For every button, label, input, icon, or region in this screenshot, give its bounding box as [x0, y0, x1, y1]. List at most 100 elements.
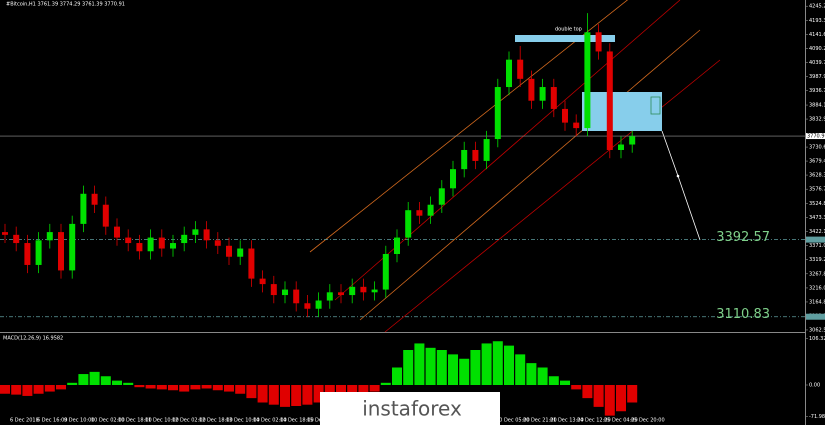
candle-body [360, 286, 367, 293]
candle-body [91, 193, 98, 205]
macd-bar [414, 343, 425, 385]
macd-bar [448, 354, 458, 385]
candle-body [573, 122, 580, 129]
y-tick-label: 3164.80 [809, 299, 825, 305]
macd-bar [515, 354, 526, 385]
y-tick-label: 3371.00 [809, 243, 825, 249]
x-tick-label: 11 Dec 10:00 [145, 418, 179, 424]
macd-bar [112, 380, 122, 385]
candle-body [618, 144, 624, 150]
candle-body [147, 237, 154, 252]
y-tick-label: 3576.70 [809, 187, 825, 193]
candle-body [13, 234, 20, 244]
macd-bar [336, 385, 346, 399]
x-tick-label: 20 Dec 05:00 [496, 418, 530, 424]
candle-body [338, 292, 344, 296]
macd-bar [593, 385, 604, 407]
macd-bar [89, 371, 100, 385]
level-axis-box [806, 236, 825, 243]
macd-bar [403, 350, 414, 385]
projection-point [676, 174, 680, 178]
level-axis-box [806, 313, 825, 320]
x-tick-label: 24 Dec 12:00 [577, 418, 611, 424]
macd-bar [44, 385, 55, 392]
candle-body [2, 232, 8, 235]
candle-body [304, 303, 311, 309]
x-tick-label: 12 Dec 18:00 [199, 418, 233, 424]
y-tick-label: 3319.20 [809, 257, 825, 263]
x-tick-label: 25 Dec 04:00 [604, 418, 638, 424]
macd-bar [582, 385, 593, 399]
x-tick-label: 14 Dec 18:00 [280, 418, 314, 424]
y-tick-label: 3730.60 [809, 145, 825, 151]
y-tick-label: 3473.30 [809, 215, 825, 221]
y-tick-label: 3216.00 [809, 285, 825, 291]
candle-body [181, 234, 188, 244]
macd-bar [571, 385, 582, 390]
y-tick-label: 3679.45 [809, 159, 825, 165]
candle-body [405, 210, 412, 238]
y-tick-label: 4039.75 [809, 60, 825, 66]
current-price-label: 3770.91 [807, 134, 825, 140]
double-top-zone [515, 35, 615, 42]
y-tick-label: 3628.30 [809, 173, 825, 179]
candle-body [102, 204, 109, 227]
candle-body [192, 229, 199, 235]
candle-body [562, 108, 568, 123]
macd-bar [246, 385, 257, 399]
candle-body [483, 139, 490, 161]
candle-body [170, 243, 176, 249]
candle-body [450, 169, 456, 189]
macd-bar [224, 385, 234, 392]
arrow-icon [650, 96, 661, 115]
candle-body [24, 243, 31, 265]
y-tick-label: 3832.95 [809, 117, 825, 123]
candle-body [382, 253, 389, 290]
candle-body [114, 226, 120, 238]
macd-bar [291, 385, 302, 406]
macd-bar [22, 385, 33, 396]
macd-bar [268, 385, 279, 405]
candle-body [506, 59, 512, 88]
candle-body [80, 193, 87, 224]
macd-bar [123, 382, 134, 385]
macd-bar [313, 385, 324, 403]
annotation: double top [555, 27, 582, 33]
level-label: 3110.83 [716, 307, 770, 322]
x-tick-label: 10 Dec 02:00 [91, 418, 125, 424]
candle-body [606, 51, 613, 150]
candle-body [270, 284, 277, 296]
candle-body [214, 240, 221, 246]
candle-body [69, 223, 76, 271]
y-tick-label: 3987.90 [809, 74, 825, 80]
candle-body [584, 32, 591, 129]
macd-bar [156, 385, 167, 390]
macd-bar [134, 385, 145, 388]
x-tick-label: 9 Dec 10:00 [64, 418, 94, 424]
candle-body [371, 289, 378, 293]
candle-body [315, 300, 322, 309]
indicator-tick-label: 106.3295 [809, 336, 825, 342]
level-label: 3392.57 [716, 230, 770, 245]
candle-body [461, 149, 468, 170]
macd-bar [212, 385, 223, 391]
candle-body [528, 78, 535, 101]
macd-bar [201, 385, 212, 389]
candle-body [416, 210, 423, 216]
x-tick-label: 21 Dec 13:00 [550, 418, 584, 424]
macd-bar [560, 380, 570, 385]
candle-body [158, 237, 165, 249]
candle-body [46, 232, 53, 241]
macd-bar [526, 363, 537, 385]
x-tick-label: 10 Dec 18:00 [118, 418, 152, 424]
candle-body [125, 237, 132, 244]
candle-body [326, 292, 333, 301]
macd-bar [504, 345, 514, 385]
candle-body [472, 149, 479, 161]
y-tick-label: 3524.80 [809, 201, 825, 207]
macd-bar [604, 385, 615, 416]
watermark: instaforex [362, 397, 462, 421]
candle-body [282, 289, 288, 296]
watermark-box [320, 392, 500, 425]
